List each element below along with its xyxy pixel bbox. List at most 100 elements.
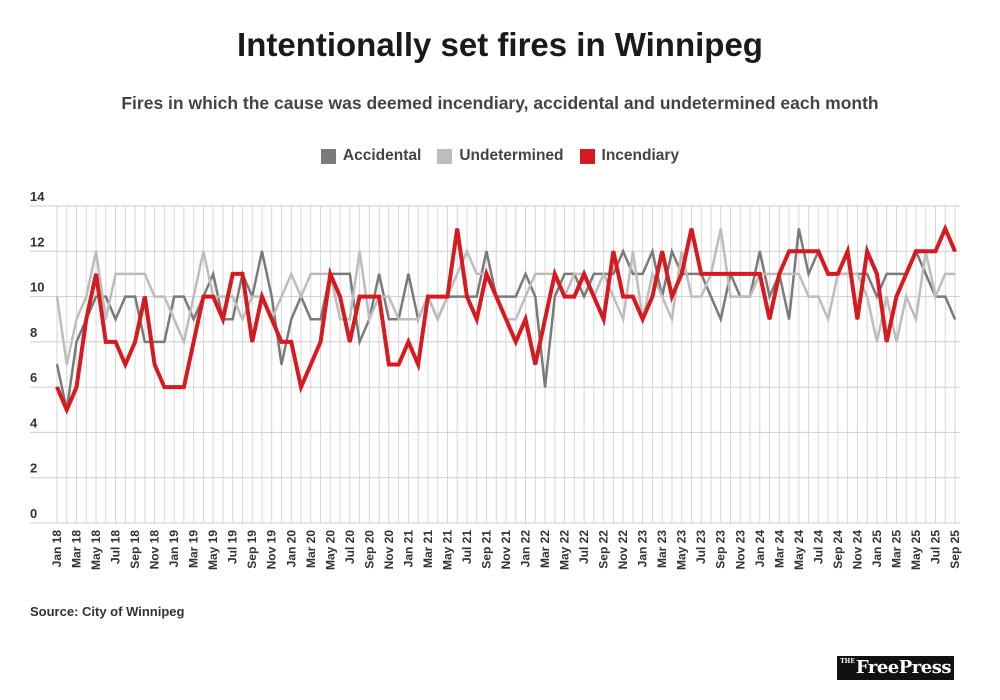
data-point-incendiary [358, 295, 361, 298]
data-point-undetermined [280, 295, 283, 298]
x-tick-label: May 21 [440, 530, 454, 570]
data-point-accidental [768, 295, 771, 298]
data-point-incendiary [456, 227, 458, 230]
x-tick-label: Sep 18 [128, 530, 142, 569]
data-point-undetermined [222, 295, 224, 298]
data-point-incendiary [554, 273, 556, 275]
data-point-incendiary [573, 295, 576, 298]
data-point-undetermined [885, 295, 888, 298]
data-point-incendiary [65, 408, 68, 411]
data-point-undetermined [309, 273, 312, 275]
data-point-accidental [758, 250, 761, 253]
data-point-undetermined [231, 295, 234, 298]
data-point-incendiary [632, 295, 634, 298]
data-point-undetermined [456, 273, 458, 275]
data-point-incendiary [475, 318, 478, 321]
data-point-incendiary [719, 273, 722, 275]
data-point-undetermined [144, 273, 146, 275]
x-tick-label: Jul 22 [577, 530, 591, 564]
data-point-incendiary [729, 273, 732, 275]
data-point-incendiary [690, 227, 693, 230]
data-point-incendiary [944, 227, 947, 230]
data-point-accidental [134, 295, 136, 298]
data-point-undetermined [544, 273, 546, 275]
data-point-undetermined [241, 318, 244, 321]
data-point-undetermined [915, 318, 917, 321]
data-point-incendiary [758, 273, 761, 275]
data-point-incendiary [924, 250, 927, 253]
data-point-accidental [876, 295, 878, 298]
legend-item-undetermined: Undetermined [437, 147, 564, 165]
data-point-undetermined [876, 341, 878, 343]
data-point-accidental [75, 341, 78, 343]
data-point-incendiary [827, 273, 829, 275]
data-point-accidental [807, 273, 810, 275]
data-point-incendiary [534, 363, 537, 366]
data-point-incendiary [368, 295, 371, 298]
data-point-incendiary [114, 341, 117, 343]
x-tick-label: Sep 25 [948, 530, 962, 569]
data-point-undetermined [798, 273, 800, 275]
data-point-incendiary [846, 250, 849, 253]
data-point-incendiary [895, 295, 898, 298]
data-point-incendiary [514, 341, 517, 343]
data-point-incendiary [212, 295, 214, 298]
data-point-accidental [212, 273, 214, 275]
data-point-undetermined [729, 295, 732, 298]
legend-label: Undetermined [459, 147, 564, 164]
y-tick-label: 14 [30, 189, 45, 204]
data-point-accidental [505, 295, 507, 298]
data-point-accidental [349, 273, 351, 275]
data-point-accidental [651, 250, 654, 253]
x-tick-label: Mar 18 [70, 530, 84, 568]
data-point-undetermined [905, 295, 907, 298]
data-point-undetermined [300, 295, 302, 298]
x-tick-label: Jul 24 [811, 530, 825, 564]
data-point-accidental [798, 227, 800, 230]
data-point-incendiary [300, 386, 302, 388]
x-tick-label: Sep 23 [714, 530, 728, 569]
data-point-undetermined [807, 295, 810, 298]
x-tick-label: Nov 23 [733, 530, 747, 570]
data-point-undetermined [85, 295, 88, 298]
data-point-accidental [261, 250, 263, 253]
data-point-undetermined [788, 273, 790, 275]
x-tick-label: Nov 19 [265, 530, 279, 570]
data-point-undetermined [661, 295, 663, 298]
data-point-incendiary [417, 363, 419, 366]
data-point-undetermined [192, 295, 195, 298]
data-point-accidental [270, 295, 273, 298]
data-point-incendiary [641, 318, 644, 321]
y-tick-label: 12 [30, 234, 44, 249]
data-point-undetermined [388, 295, 390, 298]
data-point-incendiary [807, 250, 810, 253]
data-point-incendiary [251, 341, 254, 343]
data-point-accidental [612, 273, 615, 275]
data-point-incendiary [680, 273, 683, 275]
data-point-undetermined [202, 250, 205, 253]
data-point-undetermined [134, 273, 136, 275]
data-point-accidental [173, 295, 175, 298]
data-point-undetermined [105, 318, 107, 321]
data-point-incendiary [856, 318, 859, 321]
data-point-accidental [514, 295, 517, 298]
data-point-accidental [554, 295, 556, 298]
x-tick-label: Jul 23 [694, 530, 708, 564]
data-point-accidental [583, 295, 585, 298]
data-point-incendiary [427, 295, 429, 298]
data-point-incendiary [173, 386, 175, 388]
data-point-incendiary [915, 250, 917, 253]
data-point-incendiary [134, 341, 136, 343]
data-point-incendiary [290, 341, 293, 343]
data-point-accidental [895, 273, 898, 275]
data-point-incendiary [837, 273, 839, 275]
data-point-incendiary [710, 273, 712, 275]
legend-swatch [320, 148, 336, 164]
data-point-undetermined [56, 295, 58, 298]
data-point-incendiary [768, 318, 771, 321]
data-point-accidental [632, 273, 634, 275]
data-point-accidental [544, 386, 546, 388]
data-point-undetermined [397, 318, 400, 321]
data-point-incendiary [485, 273, 488, 275]
data-point-undetermined [602, 273, 605, 275]
